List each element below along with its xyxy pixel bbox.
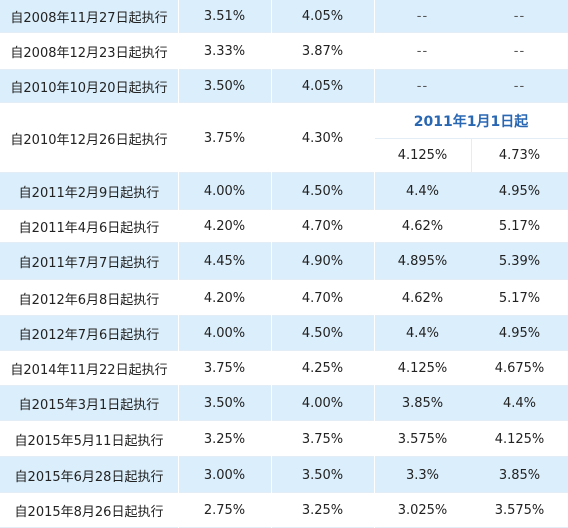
rate-cell: 4.95% [498, 326, 541, 341]
date-label: 自2011年2月9日起执行 [18, 186, 160, 201]
date-label: 自2010年12月26日起执行 [10, 132, 168, 148]
table-row: 自2015年8月26日起执行 2.75% 3.25% 3.025% 3.575% [0, 493, 568, 528]
table-row: 自2008年12月23日起执行 3.33% 3.87% -- -- [0, 33, 568, 70]
rate-cell: 3.575% [397, 431, 448, 447]
date-label: 自2008年11月27日起执行 [10, 11, 168, 26]
date-label: 自2014年11月22日起执行 [10, 363, 168, 378]
date-label: 自2012年6月8日起执行 [18, 292, 160, 308]
rate-cell: 4.125% [397, 361, 448, 376]
rate-cell: 4.4% [502, 396, 537, 411]
rate-cell: 4.05% [301, 79, 344, 94]
rate-cell: 4.895% [397, 254, 448, 269]
rate-cell: 5.17% [498, 219, 541, 234]
rate-cell: 4.20% [203, 290, 246, 306]
rate-cell: 4.70% [301, 219, 344, 234]
rate-cell: 3.85% [498, 467, 541, 483]
rate-cell: 4.73% [498, 148, 541, 163]
rate-cell: 3.75% [203, 361, 246, 376]
rate-cell: 4.4% [405, 184, 440, 199]
table-row: 自2015年5月11日起执行 3.25% 3.75% 3.575% 4.125% [0, 421, 568, 457]
rate-cell: 4.20% [203, 219, 246, 234]
rate-cell: 3.025% [397, 503, 448, 518]
table-row: 自2015年6月28日起执行 3.00% 3.50% 3.3% 3.85% [0, 457, 568, 493]
rate-cell: 4.675% [494, 361, 545, 376]
rate-cell: -- [513, 9, 526, 24]
rate-cell: 3.3% [405, 467, 440, 483]
rate-cell: 3.575% [494, 503, 545, 518]
date-label: 自2015年5月11日起执行 [14, 433, 164, 449]
date-label: 自2012年7月6日起执行 [18, 328, 160, 343]
rate-cell: -- [416, 9, 429, 24]
rate-cell: 4.00% [301, 396, 344, 411]
rate-cell: 4.4% [405, 326, 440, 341]
table-row: 自2010年12月26日起执行 3.75% 4.30% 2011年1月1日起 4.125… [0, 103, 568, 173]
rate-cell: 4.50% [301, 326, 344, 341]
table-row: 自2014年11月22日起执行 3.75% 4.25% 4.125% 4.675% [0, 351, 568, 386]
rate-cell: 3.75% [301, 431, 344, 447]
date-label: 自2015年6月28日起执行 [14, 469, 164, 485]
rate-cell: -- [416, 79, 429, 94]
table-row: 自2015年3月1日起执行 3.50% 4.00% 3.85% 4.4% [0, 386, 568, 421]
rate-cell: 4.62% [401, 219, 444, 234]
rate-cell: 5.39% [498, 254, 541, 269]
rate-cell: 4.30% [301, 130, 344, 146]
rate-cell: 4.70% [301, 290, 344, 306]
table-row: 自2011年4月6日起执行 4.20% 4.70% 4.62% 5.17% [0, 210, 568, 243]
rate-cell: 3.75% [203, 130, 246, 146]
rate-cell: 4.25% [301, 361, 344, 376]
table-row: 自2011年7月7日起执行 4.45% 4.90% 4.895% 5.39% [0, 243, 568, 280]
rate-cell: -- [416, 44, 429, 59]
rate-cell: -- [513, 44, 526, 59]
rate-cell: 4.05% [301, 9, 344, 24]
rate-cell: 4.125% [397, 148, 448, 163]
rate-cell: 4.00% [203, 184, 246, 199]
rate-cell: 3.25% [203, 431, 246, 447]
table-row: 自2008年11月27日起执行 3.51% 4.05% -- -- [0, 0, 568, 33]
rate-cell: 3.50% [301, 467, 344, 483]
rate-cell: 4.50% [301, 184, 344, 199]
rate-cell: 3.25% [301, 503, 344, 518]
rate-cell: 4.95% [498, 184, 541, 199]
date-label: 自2015年8月26日起执行 [14, 505, 164, 520]
rate-cell: 4.90% [301, 254, 344, 269]
rate-cell: 4.125% [494, 431, 545, 447]
rate-cell: 4.00% [203, 326, 246, 341]
rate-cell: 3.00% [203, 467, 246, 483]
rate-cell: 3.50% [203, 79, 246, 94]
table-row: 自2010年10月20日起执行 3.50% 4.05% -- -- [0, 70, 568, 103]
rate-cell: 3.50% [203, 396, 246, 411]
date-label: 自2010年10月20日起执行 [10, 81, 168, 96]
sub-header: 2011年1月1日起 [413, 113, 529, 130]
rate-cell: -- [513, 79, 526, 94]
table-row: 自2012年6月8日起执行 4.20% 4.70% 4.62% 5.17% [0, 280, 568, 316]
date-label: 自2015年3月1日起执行 [18, 398, 160, 413]
rate-cell: 2.75% [203, 503, 246, 518]
date-label: 自2011年7月7日起执行 [18, 256, 160, 271]
rate-cell: 4.62% [401, 290, 444, 306]
date-label: 自2008年12月23日起执行 [10, 46, 168, 61]
date-label: 自2011年4月6日起执行 [18, 221, 160, 236]
table-row: 自2012年7月6日起执行 4.00% 4.50% 4.4% 4.95% [0, 316, 568, 351]
table-row: 自2011年2月9日起执行 4.00% 4.50% 4.4% 4.95% [0, 173, 568, 210]
rate-cell: 3.85% [401, 396, 444, 411]
rate-cell: 5.17% [498, 290, 541, 306]
rate-cell: 3.51% [203, 9, 246, 24]
rate-cell: 4.45% [203, 254, 246, 269]
rate-cell: 3.87% [301, 44, 344, 59]
rate-cell: 3.33% [203, 44, 246, 59]
